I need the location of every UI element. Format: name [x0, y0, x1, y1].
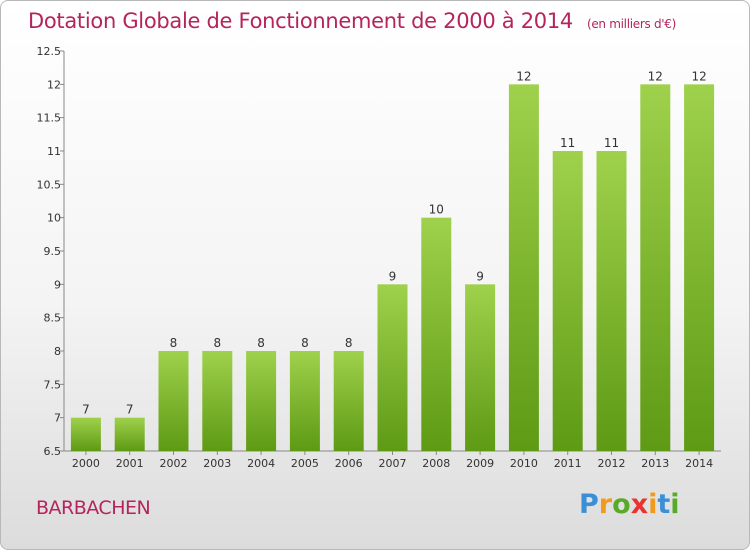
x-tick-label: 2003	[203, 457, 231, 470]
data-label: 7	[82, 403, 90, 417]
bar	[552, 151, 583, 451]
y-tick-label: 8	[54, 345, 61, 358]
y-tick-label: 7	[54, 412, 61, 425]
bar	[158, 351, 189, 451]
bar	[289, 351, 320, 451]
x-tick-label: 2009	[466, 457, 494, 470]
x-tick-label: 2011	[554, 457, 582, 470]
bar	[377, 284, 408, 451]
data-label: 8	[257, 336, 265, 350]
proxiti-logo: Proxiti	[579, 489, 680, 520]
bar	[684, 84, 715, 451]
commune-name: BARBACHEN	[36, 497, 151, 519]
y-tick-label: 12	[47, 78, 61, 91]
data-label: 9	[476, 269, 484, 283]
data-label: 8	[301, 336, 309, 350]
bar	[114, 417, 145, 451]
y-tick-label: 11	[47, 145, 61, 158]
x-tick-label: 2001	[116, 457, 144, 470]
bar	[508, 84, 539, 451]
x-tick-label: 2000	[72, 457, 100, 470]
data-label: 11	[604, 136, 619, 150]
chart-title: Dotation Globale de Fonctionnement de 20…	[28, 9, 676, 33]
data-label: 8	[345, 336, 353, 350]
data-label: 11	[560, 136, 575, 150]
bar	[421, 217, 452, 451]
x-tick-label: 2002	[160, 457, 188, 470]
bar	[465, 284, 496, 451]
data-label: 10	[429, 203, 444, 217]
bar	[70, 417, 101, 451]
data-label: 12	[691, 69, 706, 83]
x-tick-label: 2004	[247, 457, 275, 470]
x-tick-label: 2013	[641, 457, 669, 470]
chart-subtitle: (en milliers d'€)	[586, 17, 676, 31]
y-tick-label: 12.5	[37, 45, 62, 58]
bar	[596, 151, 627, 451]
bar	[246, 351, 277, 451]
x-tick-label: 2014	[685, 457, 713, 470]
y-tick-label: 10	[47, 212, 61, 225]
y-tick-label: 9.5	[44, 245, 62, 258]
data-label: 12	[516, 69, 531, 83]
y-tick-label: 6.5	[44, 445, 62, 458]
x-tick-label: 2007	[379, 457, 407, 470]
chart-title-text: Dotation Globale de Fonctionnement de 20…	[28, 9, 573, 33]
y-tick-label: 9	[54, 278, 61, 291]
x-tick-label: 2006	[335, 457, 363, 470]
x-tick-label: 2005	[291, 457, 319, 470]
y-tick-label: 10.5	[37, 178, 62, 191]
data-label: 8	[170, 336, 178, 350]
bar	[333, 351, 364, 451]
x-tick-label: 2010	[510, 457, 538, 470]
bar	[640, 84, 671, 451]
data-label: 9	[389, 269, 397, 283]
data-label: 7	[126, 403, 134, 417]
data-label: 12	[648, 69, 663, 83]
y-tick-label: 8.5	[44, 312, 62, 325]
bar	[202, 351, 233, 451]
data-label: 8	[213, 336, 221, 350]
y-tick-label: 7.5	[44, 378, 62, 391]
x-tick-label: 2012	[598, 457, 626, 470]
y-tick-label: 11.5	[37, 112, 62, 125]
x-tick-label: 2008	[422, 457, 450, 470]
